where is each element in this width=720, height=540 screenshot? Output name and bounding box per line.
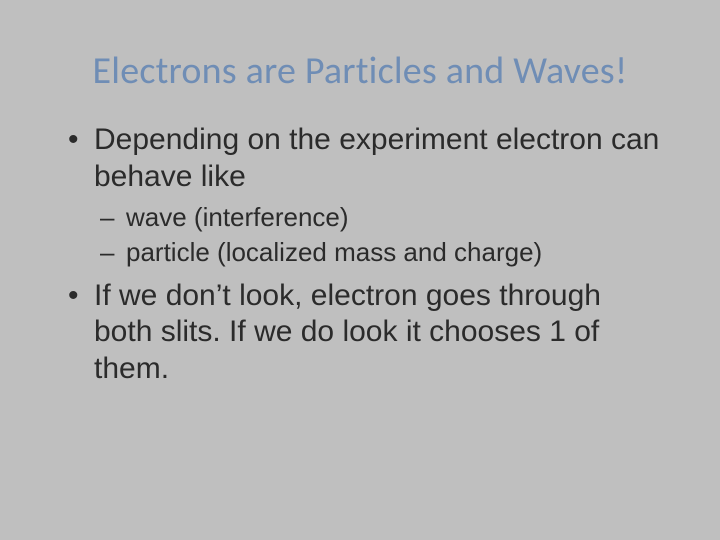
sub-bullet-list: wave (interference) particle (localized … — [94, 201, 660, 270]
sub-bullet-text: particle (localized mass and charge) — [126, 237, 542, 267]
slide-title: Electrons are Particles and Waves! — [60, 48, 660, 94]
slide: Electrons are Particles and Waves! Depen… — [0, 0, 720, 540]
bullet-text: If we don’t look, electron goes through … — [94, 279, 601, 385]
list-item: wave (interference) — [98, 201, 660, 234]
list-item: If we don’t look, electron goes through … — [60, 278, 660, 388]
list-item: Depending on the experiment electron can… — [60, 122, 660, 270]
sub-bullet-text: wave (interference) — [126, 202, 349, 232]
bullet-text: Depending on the experiment electron can… — [94, 123, 659, 193]
list-item: particle (localized mass and charge) — [98, 236, 660, 269]
bullet-list: Depending on the experiment electron can… — [60, 122, 660, 388]
